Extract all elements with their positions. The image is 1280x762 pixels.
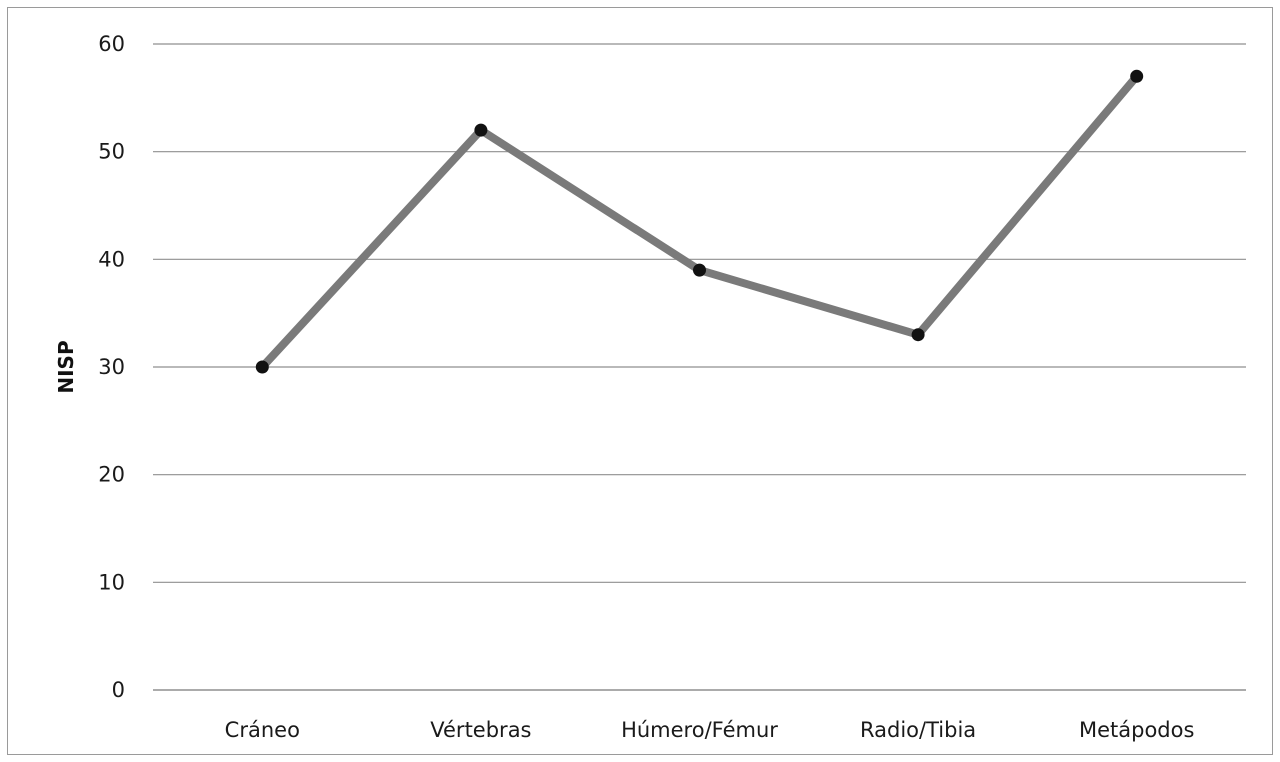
- data-point: [911, 328, 925, 342]
- y-axis-label: NISP: [54, 340, 78, 393]
- line-chart: 0 10 20 30 40 50 60 Cráneo Vértebras Húmero/Fému…: [54, 32, 1246, 742]
- x-tick-label: Metápodos: [1079, 718, 1194, 742]
- gridlines: [153, 43, 1246, 691]
- y-tick-label: 30: [98, 355, 125, 379]
- series: [255, 69, 1144, 374]
- x-axis-ticks: Cráneo Vértebras Húmero/Fémur Radio/Tibia Me…: [225, 718, 1195, 742]
- y-tick-label: 0: [112, 678, 125, 702]
- data-point: [1130, 69, 1144, 83]
- chart-frame: 0 10 20 30 40 50 60 Cráneo Vértebras Húmero/Fému…: [7, 7, 1273, 755]
- series-line: [258, 72, 1141, 371]
- data-point: [693, 263, 706, 277]
- y-tick-label: 60: [98, 32, 125, 56]
- y-tick-label: 20: [98, 463, 125, 487]
- y-tick-label: 50: [98, 140, 125, 164]
- y-axis-ticks: 0 10 20 30 40 50 60: [98, 32, 125, 702]
- x-tick-label: Vértebras: [430, 718, 531, 742]
- data-point: [474, 123, 488, 137]
- x-tick-label: Cráneo: [225, 718, 300, 742]
- x-tick-label: Radio/Tibia: [860, 718, 976, 742]
- y-tick-label: 40: [98, 247, 125, 271]
- y-tick-label: 10: [98, 570, 125, 594]
- x-tick-label: Húmero/Fémur: [621, 718, 778, 742]
- data-point: [255, 360, 269, 374]
